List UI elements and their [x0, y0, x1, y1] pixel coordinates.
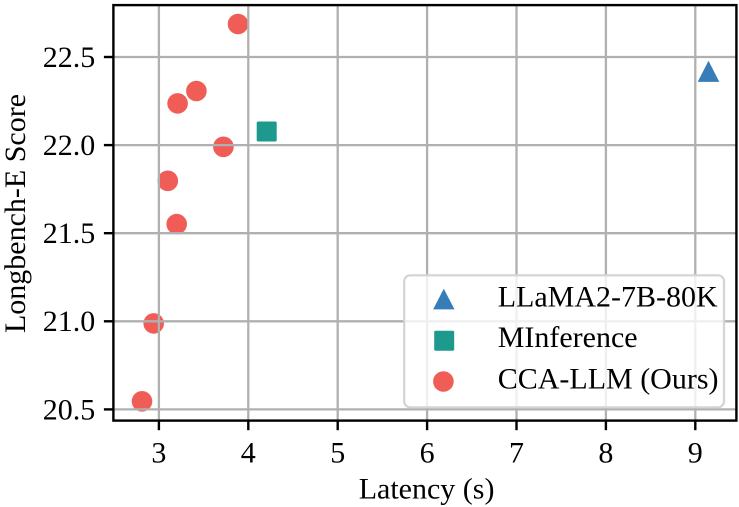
svg-text:4: 4: [241, 436, 256, 469]
svg-text:7: 7: [509, 436, 524, 469]
svg-text:3: 3: [151, 436, 166, 469]
svg-text:5: 5: [330, 436, 345, 469]
svg-text:CCA-LLM (Ours): CCA-LLM (Ours): [498, 363, 719, 396]
svg-text:21.0: 21.0: [43, 305, 96, 338]
svg-text:6: 6: [420, 436, 435, 469]
svg-text:20.5: 20.5: [43, 393, 96, 426]
svg-text:LLaMA2-7B-80K: LLaMA2-7B-80K: [498, 280, 718, 313]
svg-text:9: 9: [688, 436, 703, 469]
svg-text:8: 8: [598, 436, 613, 469]
svg-text:Latency (s): Latency (s): [359, 473, 495, 506]
svg-text:22.5: 22.5: [43, 41, 96, 74]
svg-text:22.0: 22.0: [43, 129, 96, 162]
svg-text:Longbench-E Score: Longbench-E Score: [0, 94, 32, 333]
svg-text:21.5: 21.5: [43, 217, 96, 250]
svg-text:MInference: MInference: [498, 321, 638, 354]
